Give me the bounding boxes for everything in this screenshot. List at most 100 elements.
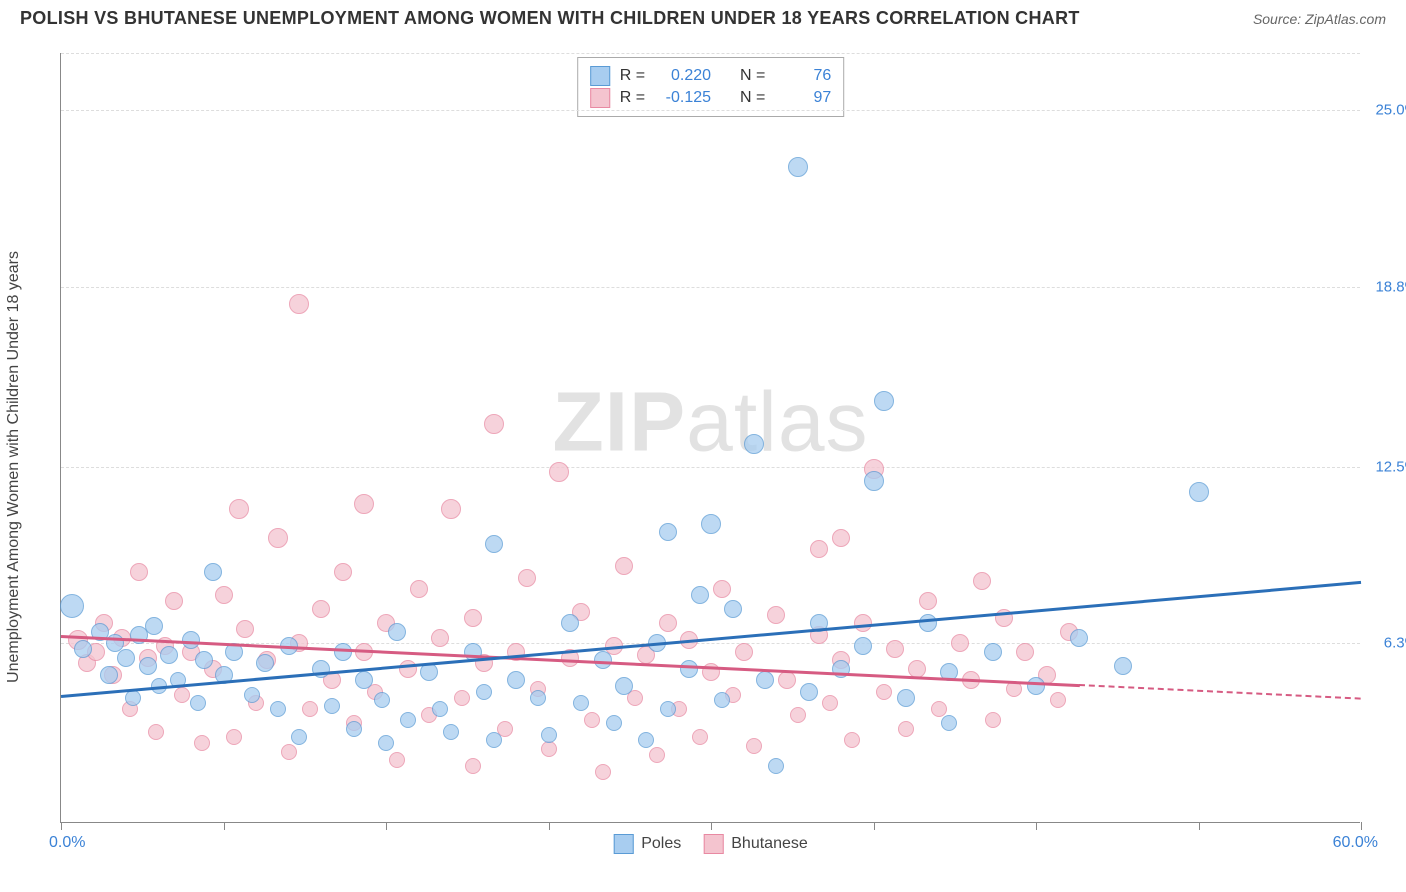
poles-swatch-icon bbox=[590, 66, 610, 86]
bhutanese-swatch-icon bbox=[590, 88, 610, 108]
bhutanese-point bbox=[165, 592, 183, 610]
poles-point bbox=[615, 677, 633, 695]
y-tick-label: 18.8% bbox=[1375, 278, 1406, 295]
y-tick-label: 25.0% bbox=[1375, 102, 1406, 119]
poles-point bbox=[1189, 482, 1209, 502]
poles-point bbox=[1114, 657, 1132, 675]
bhutanese-swatch-icon bbox=[703, 834, 723, 854]
bhutanese-point bbox=[844, 732, 860, 748]
poles-point bbox=[919, 614, 937, 632]
poles-point bbox=[160, 646, 178, 664]
poles-point bbox=[312, 660, 330, 678]
bhutanese-point bbox=[951, 634, 969, 652]
x-min-label: 0.0% bbox=[49, 834, 85, 852]
bhutanese-point bbox=[985, 712, 1001, 728]
poles-point bbox=[724, 600, 742, 618]
poles-point bbox=[346, 721, 362, 737]
poles-point bbox=[486, 732, 502, 748]
bhutanese-point bbox=[334, 563, 352, 581]
grid-line bbox=[61, 287, 1360, 288]
legend-item: Poles bbox=[613, 834, 681, 854]
bhutanese-trend-line-dashed bbox=[1079, 684, 1361, 700]
poles-point bbox=[378, 735, 394, 751]
poles-point bbox=[507, 671, 525, 689]
bhutanese-point bbox=[226, 729, 242, 745]
r-value: -0.125 bbox=[655, 89, 711, 107]
poles-point bbox=[485, 535, 503, 553]
bhutanese-point bbox=[898, 721, 914, 737]
watermark: ZIPatlas bbox=[552, 374, 868, 471]
poles-point bbox=[659, 523, 677, 541]
legend-label: Poles bbox=[641, 835, 681, 853]
bhutanese-point bbox=[174, 687, 190, 703]
poles-point bbox=[680, 660, 698, 678]
poles-point bbox=[256, 654, 274, 672]
poles-point bbox=[139, 657, 157, 675]
bhutanese-point bbox=[919, 592, 937, 610]
x-tick bbox=[61, 822, 62, 830]
plot-area: ZIPatlas R =0.220 N =76R =-0.125 N =97 P… bbox=[60, 53, 1360, 823]
poles-point bbox=[125, 690, 141, 706]
bhutanese-point bbox=[735, 643, 753, 661]
bhutanese-point bbox=[289, 294, 309, 314]
bhutanese-point bbox=[312, 600, 330, 618]
poles-point bbox=[541, 727, 557, 743]
poles-point bbox=[204, 563, 222, 581]
poles-point bbox=[854, 637, 872, 655]
bhutanese-point bbox=[441, 499, 461, 519]
bhutanese-point bbox=[1016, 643, 1034, 661]
bhutanese-point bbox=[886, 640, 904, 658]
bhutanese-point bbox=[713, 580, 731, 598]
bhutanese-point bbox=[778, 671, 796, 689]
poles-point bbox=[606, 715, 622, 731]
poles-point bbox=[195, 651, 213, 669]
y-tick-label: 12.5% bbox=[1375, 458, 1406, 475]
x-tick bbox=[386, 822, 387, 830]
poles-point bbox=[388, 623, 406, 641]
bhutanese-point bbox=[649, 747, 665, 763]
bhutanese-point bbox=[431, 629, 449, 647]
poles-point bbox=[60, 594, 84, 618]
bhutanese-point bbox=[822, 695, 838, 711]
grid-line bbox=[61, 110, 1360, 111]
poles-point bbox=[897, 689, 915, 707]
bhutanese-point bbox=[410, 580, 428, 598]
bhutanese-point bbox=[615, 557, 633, 575]
x-max-label: 60.0% bbox=[1333, 834, 1378, 852]
poles-point bbox=[800, 683, 818, 701]
poles-point bbox=[941, 715, 957, 731]
poles-point bbox=[355, 671, 373, 689]
x-tick bbox=[1361, 822, 1362, 830]
poles-point bbox=[874, 391, 894, 411]
bhutanese-point bbox=[931, 701, 947, 717]
x-tick bbox=[874, 822, 875, 830]
bhutanese-point bbox=[584, 712, 600, 728]
poles-point bbox=[744, 434, 764, 454]
poles-point bbox=[74, 640, 92, 658]
poles-point bbox=[145, 617, 163, 635]
poles-point bbox=[788, 157, 808, 177]
grid-line bbox=[61, 467, 1360, 468]
poles-point bbox=[691, 586, 709, 604]
bhutanese-point bbox=[790, 707, 806, 723]
bhutanese-point bbox=[549, 462, 569, 482]
poles-point bbox=[244, 687, 260, 703]
poles-point bbox=[1070, 629, 1088, 647]
y-axis-label: Unemployment Among Women with Children U… bbox=[5, 251, 23, 683]
bhutanese-point bbox=[484, 414, 504, 434]
bhutanese-point bbox=[354, 494, 374, 514]
poles-point bbox=[374, 692, 390, 708]
bhutanese-point bbox=[659, 614, 677, 632]
poles-point bbox=[443, 724, 459, 740]
poles-point bbox=[768, 758, 784, 774]
bhutanese-point bbox=[399, 660, 417, 678]
bhutanese-point bbox=[541, 741, 557, 757]
r-label: R = bbox=[620, 67, 645, 85]
poles-point bbox=[573, 695, 589, 711]
legend-label: Bhutanese bbox=[731, 835, 808, 853]
bhutanese-point bbox=[1050, 692, 1066, 708]
header: POLISH VS BHUTANESE UNEMPLOYMENT AMONG W… bbox=[0, 0, 1406, 33]
bhutanese-point bbox=[454, 690, 470, 706]
bhutanese-point bbox=[465, 758, 481, 774]
chart-container: Unemployment Among Women with Children U… bbox=[0, 33, 1406, 883]
